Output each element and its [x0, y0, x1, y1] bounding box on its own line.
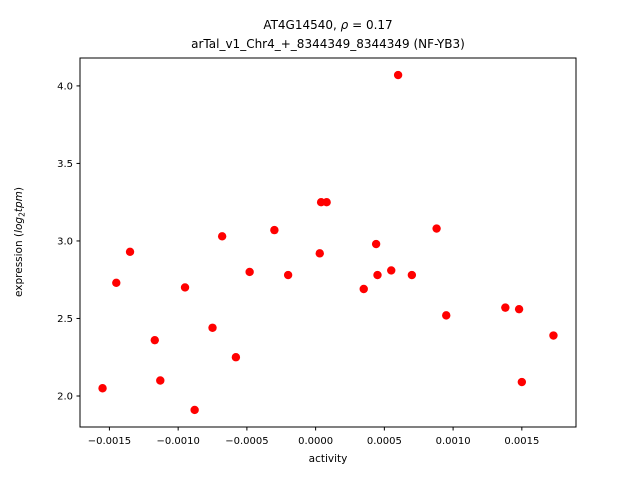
- x-tick-label: −0.0005: [225, 436, 268, 447]
- scatter-point: [371, 239, 381, 249]
- x-tick-label: 0.0005: [367, 436, 402, 447]
- y-axis-label-prefix: expression (: [13, 233, 25, 297]
- chart-subtitle: arTal_v1_Chr4_+_8344349_8344349 (NF-YB3): [191, 37, 465, 51]
- y-tick-label: 3.5: [57, 159, 73, 170]
- x-axis-ticks: −0.0015 −0.0010 −0.0005 0.0000 0.0005 0.0010 0…: [88, 427, 539, 447]
- scatter-point: [387, 266, 396, 275]
- plot-area: [80, 58, 576, 427]
- scatter-point: [432, 224, 441, 233]
- x-tick-label: 0.0010: [436, 436, 471, 447]
- scatter-point: [217, 232, 227, 241]
- chart-title-rho: ρ: [341, 18, 349, 32]
- scatter-point: [245, 267, 254, 277]
- chart-title: AT4G14540, ρ = 0.17: [263, 18, 392, 32]
- scatter-point: [514, 304, 524, 314]
- y-axis-label-tpm: tpm: [13, 191, 25, 212]
- chart-title-prefix: AT4G14540,: [263, 18, 340, 32]
- y-axis-label-sub: 2: [18, 212, 27, 217]
- scatter-point: [407, 270, 417, 280]
- x-tick-label: −0.0010: [156, 436, 199, 447]
- scatter-point: [442, 311, 451, 320]
- scatter-point: [112, 278, 121, 288]
- scatter-point: [315, 249, 324, 258]
- x-tick-label: 0.0000: [298, 436, 333, 447]
- scatter-point: [501, 303, 510, 312]
- chart-title-rest: = 0.17: [348, 18, 392, 32]
- scatter-point: [549, 331, 558, 340]
- y-axis-label-suffix: ): [13, 187, 25, 191]
- scatter-point: [283, 270, 293, 280]
- scatter-point: [190, 405, 199, 415]
- scatter-point: [231, 353, 241, 362]
- scatter-point: [393, 70, 403, 80]
- scatter-point: [270, 225, 279, 235]
- y-axis-ticks: 2.0 2.5 3.0 3.5 4.0: [57, 81, 80, 402]
- scatter-point: [359, 284, 368, 294]
- x-tick-label: 0.0015: [504, 436, 539, 447]
- x-axis-label: activity: [309, 453, 348, 465]
- scatter-point: [156, 376, 165, 385]
- scatter-points: [98, 70, 558, 415]
- scatter-point: [208, 323, 217, 332]
- scatter-point: [150, 335, 159, 345]
- scatter-point: [517, 377, 527, 387]
- y-tick-label: 2.5: [57, 314, 73, 325]
- axes-spines: [79, 57, 577, 428]
- y-axis-label-log: log: [13, 217, 25, 233]
- y-tick-label: 3.0: [57, 236, 73, 247]
- scatter-point: [322, 197, 331, 207]
- x-tick-label: −0.0015: [88, 436, 131, 447]
- scatter-point: [180, 283, 190, 292]
- scatter-point: [125, 247, 135, 256]
- y-tick-label: 4.0: [57, 81, 73, 92]
- scatter-point: [98, 384, 107, 393]
- y-axis-label: expression (log2tpm): [13, 187, 27, 297]
- y-tick-label: 2.0: [57, 391, 73, 402]
- scatter-point: [373, 270, 382, 280]
